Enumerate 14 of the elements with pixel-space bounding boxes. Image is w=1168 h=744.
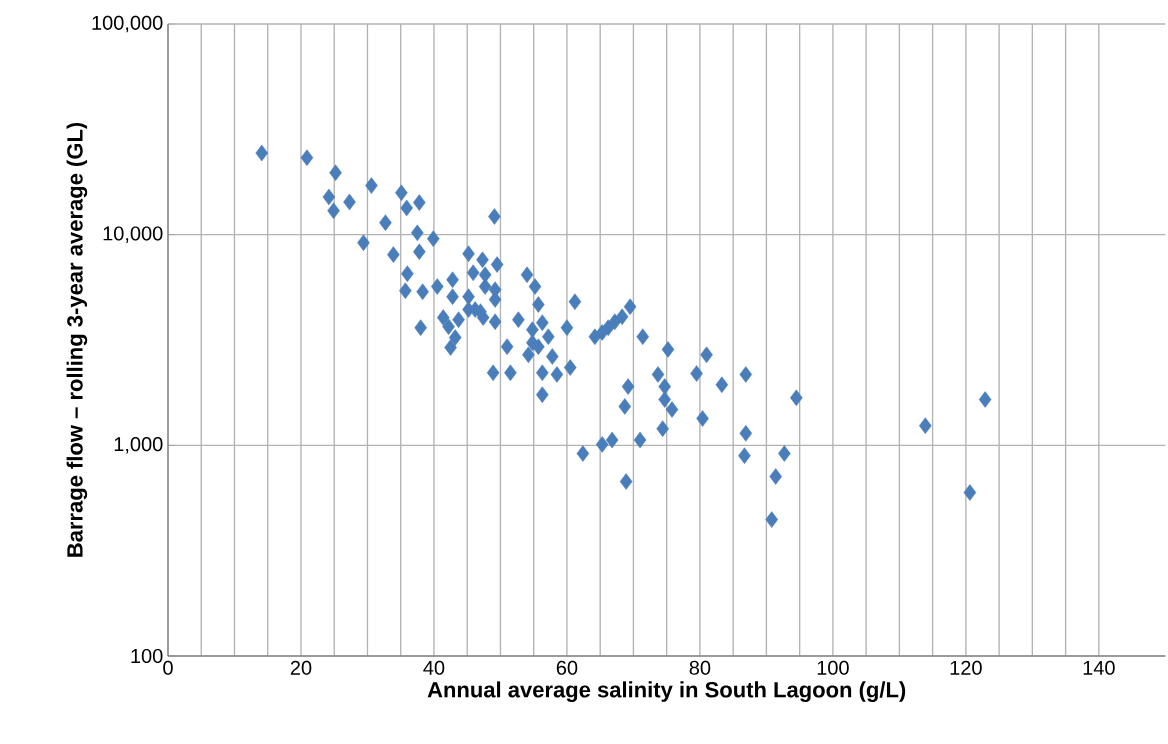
x-axis-title: Annual average salinity in South Lagoon (g/L) xyxy=(427,681,906,702)
y-tick-label: 10,000 xyxy=(103,226,163,243)
x-tick-label: 80 xyxy=(689,660,711,675)
x-tick-label: 20 xyxy=(290,660,312,675)
y-tick-label: 100,000 xyxy=(92,15,163,33)
x-tick-label: 0 xyxy=(163,660,173,675)
y-tick-label: 100 xyxy=(131,648,163,664)
y-axis-title: Barrage flow – rolling 3-year average (GL) xyxy=(66,122,88,557)
x-tick-label: 140 xyxy=(1083,660,1115,675)
x-tick-label: 120 xyxy=(950,660,982,675)
x-tick-label: 40 xyxy=(423,660,445,675)
x-tick-label: 100 xyxy=(817,660,849,675)
y-tick-label: 1,000 xyxy=(114,437,163,454)
x-tick-label: 60 xyxy=(556,660,578,675)
